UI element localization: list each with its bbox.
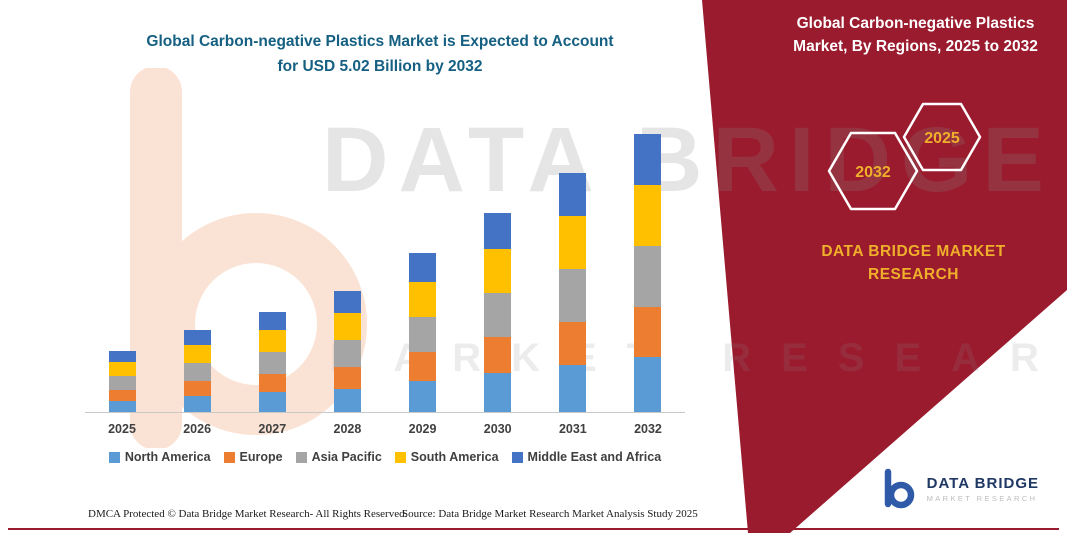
bar-segment-asia-pacific (634, 246, 662, 307)
bar-segment-south-america (484, 249, 512, 293)
x-axis-label: 2030 (483, 422, 512, 436)
bar-segment-middle-east-and-africa (258, 312, 286, 330)
bar-column (316, 128, 378, 413)
bar-segment-south-america (183, 345, 211, 363)
legend-swatch-icon (511, 451, 523, 463)
bar-segment-north-america (484, 373, 512, 413)
legend-swatch-icon (108, 451, 120, 463)
stacked-bar-2032 (634, 134, 662, 413)
legend-item: Middle East and Africa (511, 450, 662, 464)
x-axis-label: 2027 (258, 422, 287, 436)
legend-item: Europe (223, 450, 283, 464)
chart-title: Global Carbon-negative Plastics Market i… (60, 30, 700, 80)
bar-segment-europe (409, 352, 437, 381)
logo-text: DATA BRIDGE MARKET RESEARCH (927, 475, 1039, 503)
x-axis-label: 2028 (333, 422, 362, 436)
bar-segment-europe (484, 337, 512, 373)
legend-label: Asia Pacific (311, 450, 382, 464)
bar-segment-north-america (559, 365, 587, 413)
bar-segment-europe (333, 367, 361, 389)
stacked-bar-2029 (409, 253, 437, 413)
bar-column (467, 128, 529, 413)
bar-segment-north-america (183, 396, 211, 413)
legend-label: Europe (239, 450, 283, 464)
x-axis-label: 2031 (558, 422, 587, 436)
chart-title-line2: for USD 5.02 Billion by 2032 (277, 57, 483, 75)
stacked-bar-chart: 2025 2026 2027 2028 2029 2030 2031 2032 North A… (85, 128, 685, 464)
legend-swatch-icon (394, 451, 406, 463)
x-axis-labels: 2025 2026 2027 2028 2029 2030 2031 2032 (85, 422, 685, 436)
bar-segment-middle-east-and-africa (108, 351, 136, 362)
bar-segment-south-america (559, 216, 587, 269)
bar-segment-europe (108, 390, 136, 401)
bars-row (85, 128, 685, 413)
x-axis-line (85, 412, 685, 413)
bar-column (166, 128, 228, 413)
bar-segment-asia-pacific (183, 363, 211, 381)
legend-label: South America (410, 450, 499, 464)
bar-segment-europe (258, 374, 286, 392)
stacked-bar-2031 (559, 173, 587, 413)
bar-column (617, 128, 679, 413)
bar-segment-europe (559, 322, 587, 365)
stacked-bar-2027 (258, 312, 286, 413)
logo-name: DATA BRIDGE (926, 475, 1039, 492)
bar-segment-middle-east-and-africa (484, 213, 512, 249)
bar-column (91, 128, 153, 413)
bar-segment-europe (634, 307, 662, 357)
bar-segment-north-america (258, 392, 286, 413)
bar-segment-asia-pacific (333, 340, 361, 367)
plot-area (85, 128, 685, 413)
bottom-accent-line (8, 528, 1059, 530)
bar-segment-middle-east-and-africa (409, 253, 437, 282)
legend-item: South America (394, 450, 499, 464)
bar-segment-asia-pacific (559, 269, 587, 322)
bar-column (241, 128, 303, 413)
legend-swatch-icon (295, 451, 307, 463)
source-note: Source: Data Bridge Market Research Mark… (402, 508, 698, 520)
x-axis-label: 2029 (408, 422, 437, 436)
bar-segment-asia-pacific (108, 376, 136, 390)
x-axis-label: 2032 (634, 422, 662, 436)
bar-segment-south-america (409, 282, 437, 317)
legend-item: North America (108, 450, 211, 464)
bar-segment-north-america (409, 381, 437, 413)
stacked-bar-2028 (333, 291, 361, 413)
legend-item: Asia Pacific (295, 450, 382, 464)
company-logo: DATA BRIDGE MARKET RESEARCH (877, 467, 1039, 511)
bar-segment-europe (183, 381, 211, 396)
x-axis-label: 2025 (108, 422, 136, 436)
bar-segment-middle-east-and-africa (183, 330, 211, 345)
legend-label: North America (124, 450, 211, 464)
stacked-bar-2025 (108, 351, 136, 413)
legend-swatch-icon (223, 451, 235, 463)
bar-segment-south-america (333, 313, 361, 340)
legend: North America Europe Asia Pacific South Ame… (85, 450, 685, 464)
bar-segment-south-america (634, 185, 662, 246)
stacked-bar-2026 (183, 330, 211, 413)
bar-column (392, 128, 454, 413)
bar-segment-north-america (108, 401, 136, 413)
stacked-bar-2030 (484, 213, 512, 413)
bar-segment-north-america (634, 357, 662, 413)
logo-subtitle: MARKET RESEARCH (926, 494, 1038, 503)
bar-segment-middle-east-and-africa (559, 173, 587, 216)
dmca-notice: DMCA Protected © Data Bridge Market Rese… (88, 508, 408, 520)
bar-column (542, 128, 604, 413)
bar-segment-south-america (258, 330, 286, 352)
bar-segment-middle-east-and-africa (333, 291, 361, 313)
legend-label: Middle East and Africa (527, 450, 662, 464)
bar-segment-asia-pacific (484, 293, 512, 337)
bar-segment-north-america (333, 389, 361, 413)
right-panel-background (702, 0, 1067, 533)
logo-b-icon (884, 468, 914, 509)
watermark-market-research: MARKET RESEARCH (330, 336, 1067, 380)
bar-segment-south-america (108, 362, 136, 376)
bar-segment-asia-pacific (409, 317, 437, 352)
bar-segment-middle-east-and-africa (634, 134, 662, 185)
x-axis-label: 2026 (183, 422, 212, 436)
chart-title-line1: Global Carbon-negative Plastics Market i… (146, 33, 614, 50)
bar-segment-asia-pacific (258, 352, 286, 374)
